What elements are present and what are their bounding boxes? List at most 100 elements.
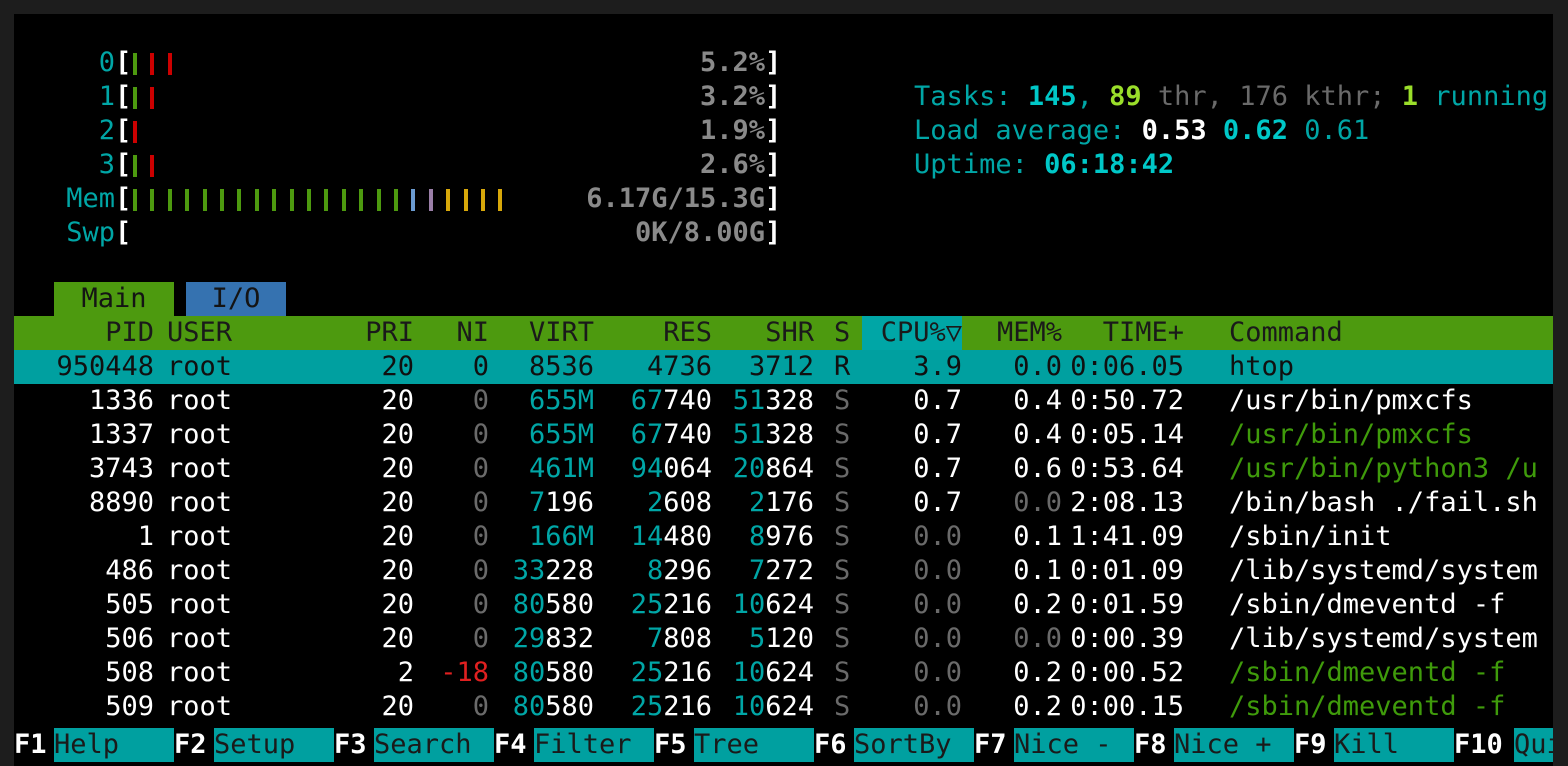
stat-tasks-row: Tasks: 145, 89 thr, 176 kthr; 1 running — [784, 46, 1548, 112]
table-row[interactable]: 486 root 20 0 33228 8296 7272 S 0.0 0.1 0:01.09/li… — [14, 554, 1553, 588]
cell-mem: 0.0 — [1013, 487, 1062, 518]
table-row[interactable]: 505 root 20 0 80580 25216 10624 S 0.0 0.2 0:01.59/… — [14, 588, 1553, 622]
cell-pri: 20 — [381, 351, 414, 382]
fkey-label-nice-[interactable]: Nice + — [1174, 728, 1294, 762]
swap-meter-open-bracket: [ — [115, 217, 132, 248]
mem-meter-value: 6.17G/15.3G — [586, 183, 765, 214]
fkey-label-search[interactable]: Search — [374, 728, 494, 762]
cpu-meter-1-close-bracket: ] — [765, 81, 782, 112]
fkey-label-setup[interactable]: Setup — [214, 728, 334, 762]
fkey-f5[interactable]: F5 — [654, 728, 694, 762]
cell-ni: 0 — [472, 419, 489, 450]
column-header-cpu[interactable]: CPU%▽ — [880, 317, 962, 348]
fkey-label-sortby[interactable]: SortBy — [854, 728, 974, 762]
column-header-time[interactable]: TIME+ — [1102, 317, 1184, 348]
cell-mem: 0.2 — [1013, 589, 1062, 620]
mem-meter-bar-segment — [167, 189, 172, 211]
fkey-f4[interactable]: F4 — [494, 728, 534, 762]
cpu-meter-0-value: 5.2% — [699, 47, 765, 78]
cpu-meter-2-close-bracket: ] — [765, 115, 782, 146]
cell-pri: 20 — [381, 453, 414, 484]
cell-user: root — [167, 623, 233, 654]
column-header-virt[interactable]: VIRT — [528, 317, 594, 348]
fkey-f7[interactable]: F7 — [974, 728, 1014, 762]
cell-res-major: 25 — [630, 657, 664, 688]
cell-virt: 7196 — [14, 486, 594, 520]
table-row[interactable]: 3743 root 20 0 461M 94064 20864 S 0.7 0.6 0:53.64/… — [14, 452, 1553, 486]
fkey-label-kill[interactable]: Kill — [1334, 728, 1454, 762]
cell-state: S — [834, 657, 851, 688]
column-header-pri[interactable]: PRI — [365, 317, 414, 348]
cell-virt: 461M — [14, 452, 594, 486]
cell-res-minor: 740 — [663, 419, 712, 450]
column-header-command[interactable]: Command — [1229, 317, 1343, 348]
cpu-meter-3-bar-segment — [150, 155, 155, 177]
cell-virt: 80580 — [14, 588, 594, 622]
cell-virt: 29832 — [14, 622, 594, 656]
process-table-header[interactable]: PID USER PRI NI VIRT RES SHR S CPU%▽ MEM% TIME+ Com… — [14, 316, 1553, 350]
cell-virt-minor: 832 — [545, 623, 594, 654]
table-row[interactable]: 509 root 20 0 80580 25216 10624 S 0.0 0.2 0:00.15/… — [14, 690, 1553, 724]
fkey-label-quit[interactable]: Quit — [1514, 728, 1553, 762]
mem-meter-open-bracket: [ — [115, 183, 132, 214]
fkey-f6[interactable]: F6 — [814, 728, 854, 762]
tasks-kthr-label: kthr; — [1287, 81, 1402, 112]
table-row[interactable]: 1 root 20 0 166M 14480 8976 S 0.0 0.1 1:41.09/sbin… — [14, 520, 1553, 554]
fkey-label-help[interactable]: Help — [54, 728, 174, 762]
cell-res-major: 25 — [630, 589, 664, 620]
cell-user: root — [167, 691, 233, 722]
table-row[interactable]: 1337 root 20 0 655M 67740 51328 S 0.7 0.4 0:05.14/… — [14, 418, 1553, 452]
cell-pri: 20 — [381, 419, 414, 450]
tab-label: I/O — [211, 283, 261, 314]
tab-main[interactable]: Main — [54, 282, 174, 316]
column-header-s[interactable]: S — [834, 317, 851, 348]
cell-user: root — [167, 351, 233, 382]
table-row[interactable]: 1336 root 20 0 655M 67740 51328 S 0.7 0.4 0:50.72/… — [14, 384, 1553, 418]
cell-shr: 8976 — [14, 520, 814, 554]
cell-user: root — [167, 385, 233, 416]
cell-shr-major: 51 — [732, 419, 766, 450]
cell-state: R — [834, 351, 851, 382]
fkey-f3[interactable]: F3 — [334, 728, 374, 762]
cell-time: 0:00.52 — [1070, 657, 1184, 688]
fkey-f9[interactable]: F9 — [1294, 728, 1334, 762]
mem-meter-bar-segment — [341, 189, 346, 211]
cell-cpu: 0.7 — [913, 453, 962, 484]
cell-res: 67740 — [14, 418, 712, 452]
cell-pri: 20 — [381, 623, 414, 654]
fkey-f2[interactable]: F2 — [174, 728, 214, 762]
cell-cpu: 0.0 — [913, 657, 962, 688]
column-header-pid[interactable]: PID — [105, 317, 154, 348]
fkey-label-nice-[interactable]: Nice - — [1014, 728, 1134, 762]
fkey-f8[interactable]: F8 — [1134, 728, 1174, 762]
table-row[interactable]: 506 root 20 0 29832 7808 5120 S 0.0 0.0 0:00.39/li… — [14, 622, 1553, 656]
column-header-shr[interactable]: SHR — [765, 317, 814, 348]
cell-mem: 0.2 — [1013, 657, 1062, 688]
cell-shr: 10624 — [14, 690, 814, 724]
cell-mem: 0.2 — [1013, 691, 1062, 722]
fkey-label-tree[interactable]: Tree — [694, 728, 814, 762]
table-row[interactable]: 508 root 2 -18 80580 25216 10624 S 0.0 0.2 0:00.52… — [14, 656, 1553, 690]
table-row[interactable]: 950448 root 20 0 8536 4736 3712 R 3.9 0.0 0:06.05 h… — [14, 350, 1553, 384]
cell-virt-major: 80 — [512, 691, 546, 722]
column-header-mem[interactable]: MEM% — [996, 317, 1062, 348]
cell-state: S — [834, 385, 851, 416]
fkey-f10[interactable]: F10 — [1454, 728, 1514, 762]
column-header-ni[interactable]: NI — [456, 317, 489, 348]
fkey-label-filter[interactable]: Filter — [534, 728, 654, 762]
stat-loadavg-row: Load average: 0.53 0.62 0.61 — [784, 80, 1369, 146]
cell-command: /lib/systemd/system — [1229, 623, 1538, 654]
fkey-f1[interactable]: F1 — [14, 728, 54, 762]
column-header-res[interactable]: RES — [663, 317, 712, 348]
cpu-meter-0-bar-segment — [150, 53, 155, 75]
cell-time: 2:08.13 — [1070, 487, 1184, 518]
cell-pid: 1337 — [88, 419, 154, 450]
cell-res-minor: 216 — [663, 657, 712, 688]
tab-i-o[interactable]: I/O — [186, 282, 286, 316]
function-key-bar[interactable]: F1 Help F2 Setup F3 Search F4 Filter F5 Tree F6… — [14, 728, 1553, 762]
cell-command: /usr/bin/python3 /u — [1229, 453, 1538, 484]
table-row[interactable]: 8890 root 20 0 7196 2608 2176 S 0.7 0.0 2:08.13/bi… — [14, 486, 1553, 520]
cell-pid: 509 — [105, 691, 154, 722]
column-header-user[interactable]: USER — [167, 317, 233, 348]
cell-res: 25216 — [14, 656, 712, 690]
